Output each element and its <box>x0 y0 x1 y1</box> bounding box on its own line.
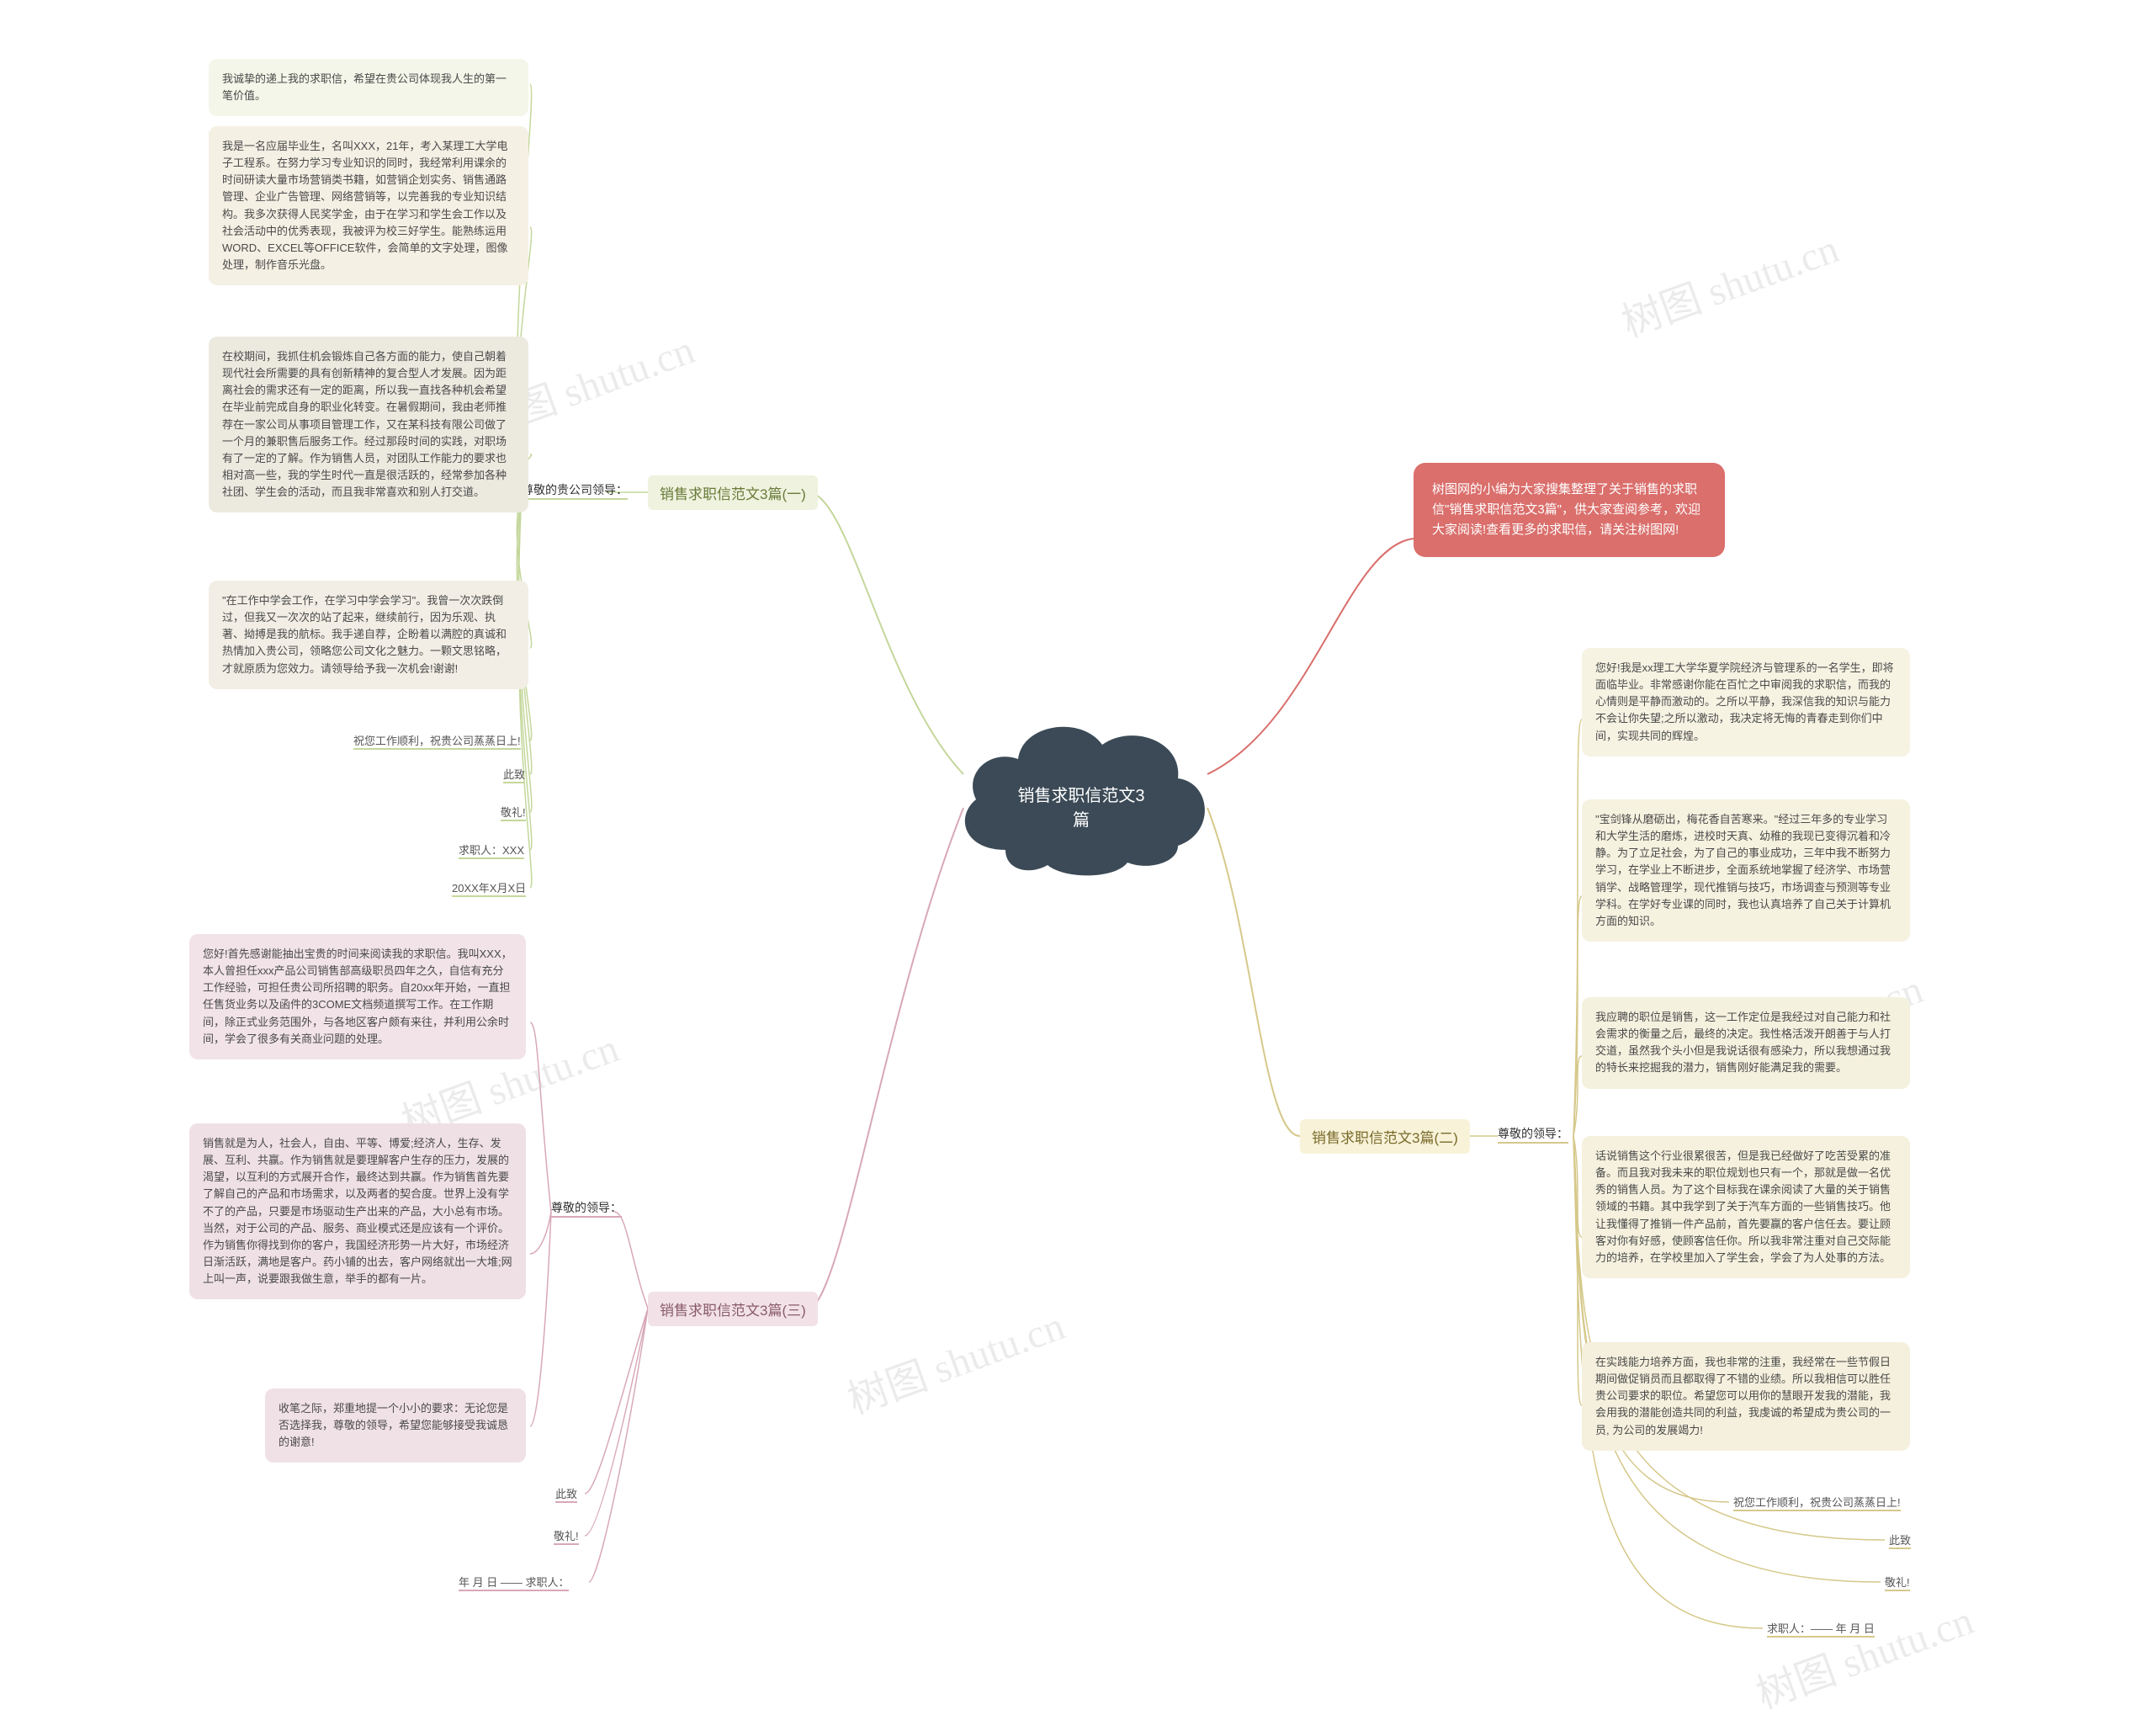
branch-3-tail: 敬礼! <box>554 1527 579 1545</box>
branch-1-tail: 此致 <box>503 766 525 783</box>
branch-2-leaf: 在实践能力培养方面，我也非常的注重，我经常在一些节假日期间做促销员而且都取得了不… <box>1582 1342 1910 1451</box>
branch-3-leaf: 销售就是为人，社会人，自由、平等、博爱;经济人，生存、发展、互利、共赢。作为销售… <box>189 1123 526 1299</box>
branch-1-tail: 祝您工作顺利，祝贵公司蒸蒸日上! <box>353 732 521 750</box>
branch-2-leaf: 您好!我是xx理工大学华夏学院经济与管理系的一名学生，即将面临毕业。非常感谢你能… <box>1582 648 1910 757</box>
center-title: 销售求职信范文3篇 <box>1010 782 1153 831</box>
branch-1-tail: 20XX年X月X日 <box>452 879 526 897</box>
branch-2-sublabel: 尊敬的领导： <box>1498 1125 1568 1144</box>
branch-2-title[interactable]: 销售求职信范文3篇(二) <box>1300 1119 1470 1154</box>
branch-2-tail: 此致 <box>1889 1532 1911 1549</box>
branch-2-tail: 求职人：—— 年 月 日 <box>1767 1620 1875 1638</box>
branch-1-leaf: 在校期间，我抓住机会锻炼自己各方面的能力，使自己朝着现代社会所需要的具有创新精神… <box>209 337 528 512</box>
branch-1-title[interactable]: 销售求职信范文3篇(一) <box>648 475 818 510</box>
branch-1-sublabel: 尊敬的贵公司领导： <box>522 481 628 500</box>
branch-1-tail: 敬礼! <box>501 804 526 821</box>
branch-2-leaf: 我应聘的职位是销售，这一工作定位是我经过对自己能力和社会需求的衡量之后，最终的决… <box>1582 997 1910 1089</box>
center-node[interactable]: 销售求职信范文3篇 <box>938 698 1224 884</box>
branch-1-leaf: "在工作中学会工作，在学习中学会学习"。我曾一次次跌倒过，但我又一次次的站了起来… <box>209 581 528 689</box>
branch-3-title[interactable]: 销售求职信范文3篇(三) <box>648 1292 818 1326</box>
branch-2-tail: 敬礼! <box>1885 1574 1910 1591</box>
branch-1-leaf: 我诚挚的递上我的求职信，希望在贵公司体现我人生的第一笔价值。 <box>209 59 528 116</box>
watermark: 树图 shutu.cn <box>1747 1587 1980 1720</box>
branch-3-leaf: 收笔之际，郑重地提一个小小的要求：无论您是否选择我，尊敬的领导，希望您能够接受我… <box>265 1388 526 1463</box>
branch-3-tail: 年 月 日 —— 求职人： <box>459 1574 569 1591</box>
branch-1-tail: 求职人：XXX <box>459 841 524 859</box>
branch-2-leaf: 话说销售这个行业很累很苦，但是我已经做好了吃苦受累的准备。而且我对我未来的职位规… <box>1582 1136 1910 1278</box>
branch-2-leaf: "宝剑锋从磨砺出，梅花香自苦寒来。"经过三年多的专业学习和大学生活的磨炼，进校时… <box>1582 799 1910 942</box>
branch-3-sublabel: 尊敬的领导： <box>551 1199 622 1218</box>
branch-3-tail: 此致 <box>555 1485 577 1503</box>
watermark: 树图 shutu.cn <box>1612 215 1845 348</box>
watermark: 树图 shutu.cn <box>838 1293 1071 1425</box>
branch-3-leaf: 您好!首先感谢能抽出宝贵的时间来阅读我的求职信。我叫XXX，本人曾担任xxx产品… <box>189 934 526 1059</box>
branch-2-tail: 祝您工作顺利，祝贵公司蒸蒸日上! <box>1733 1494 1901 1511</box>
branch-1-leaf: 我是一名应届毕业生，名叫XXX，21年，考入某理工大学电子工程系。在努力学习专业… <box>209 126 528 285</box>
intro-bubble: 树图网的小编为大家搜集整理了关于销售的求职信"销售求职信范文3篇"，供大家查阅参… <box>1414 463 1725 557</box>
